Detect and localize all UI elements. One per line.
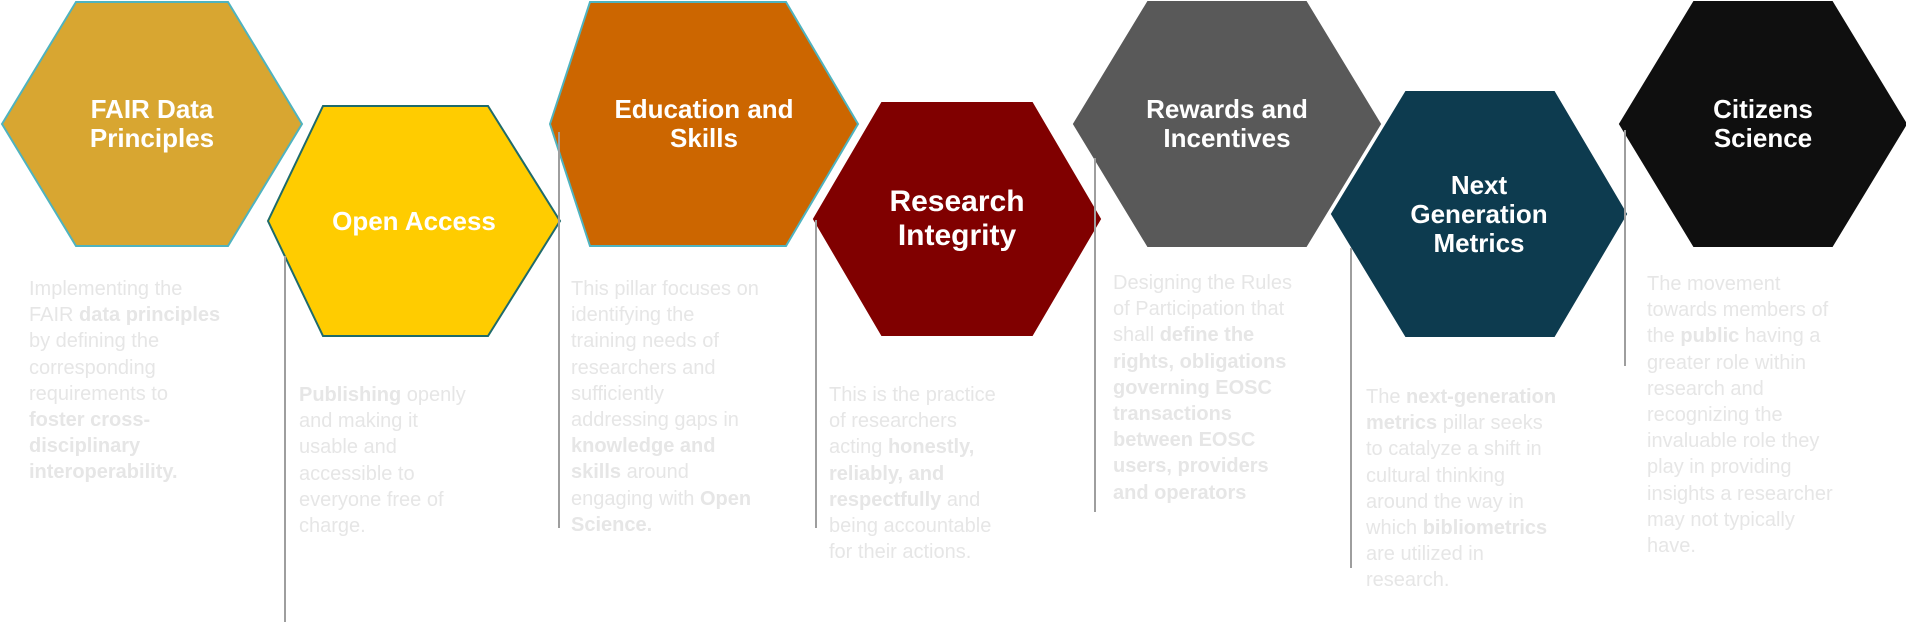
pillar-description-rewards: Designing the Rules of Participation tha…: [1113, 270, 1343, 506]
hexagon-fair-data-principles: FAIR Data Principles: [0, 1, 304, 247]
emphasis-text: foster cross- disciplinary interoperabil…: [29, 409, 178, 484]
hexagon-rewards-and-incentives: Rewards and Incentives: [1072, 1, 1382, 247]
connector-line-research-integrity: [815, 220, 817, 528]
connector-line-metrics: [1350, 248, 1352, 568]
emphasis-text: public: [1680, 325, 1740, 348]
description-text: The: [1366, 386, 1407, 408]
pillar-description-education: This pillar focuses on identifying the t…: [571, 276, 811, 538]
description-text: This pillar focuses on identifying the t…: [571, 278, 759, 432]
hexagon-shape: [1330, 91, 1628, 337]
hexagon-education-and-skills: Education and Skills: [548, 1, 860, 247]
hexagon-next-generation-metrics: Next Generation Metrics: [1330, 91, 1628, 337]
emphasis-text: honestly, reliably, and respectfully: [829, 436, 975, 511]
pillar-description-fair: Implementing the FAIR data principles by…: [29, 276, 259, 486]
hexagon-shape: [812, 102, 1102, 336]
pillar-description-open-access: Publishing openly and making it usable a…: [299, 382, 499, 539]
description-text: are utilized in research.: [1366, 543, 1484, 592]
connector-line-citizens: [1624, 130, 1626, 366]
pillar-description-citizens: The movement towards members of the publ…: [1647, 271, 1887, 559]
emphasis-text: bibliometrics: [1422, 517, 1548, 540]
hexagon-shape: [1618, 1, 1906, 247]
emphasis-text: define the rights, obligations governing…: [1113, 324, 1287, 504]
pillar-title: FAIR Data Principles: [89, 94, 215, 153]
pillar-description-research-integrity: This is the practice of researchers acti…: [829, 382, 1039, 565]
pillar-title: Open Access: [332, 205, 496, 236]
description-text: Implementing the FAIR: [29, 278, 183, 327]
description-text: This is the practice of researchers acti…: [829, 384, 996, 459]
emphasis-text: knowledge and skills: [571, 435, 716, 484]
pillar-title: Education and Skills: [614, 94, 794, 153]
description-text: around engaging with: [571, 461, 695, 510]
hexagon-shape: [548, 1, 860, 247]
description-text: The movement towards members of the: [1647, 273, 1829, 348]
description-text: by defining the corresponding requiremen…: [29, 330, 168, 405]
emphasis-text: Publishing: [299, 384, 402, 406]
pillar-title: Next Generation Metrics: [1410, 169, 1548, 258]
hexagon-open-access: Open Access: [266, 105, 562, 337]
pillar-title: Rewards and Incentives: [1146, 94, 1308, 153]
description-text: Designing the Rules of Participation tha…: [1113, 272, 1292, 347]
connector-line-rewards: [1094, 158, 1096, 512]
emphasis-text: Open Science.: [571, 487, 752, 536]
description-text: openly and making it usable and accessib…: [299, 384, 466, 538]
connector-line-education: [558, 132, 560, 528]
description-text: and being accountable for their actions.: [829, 488, 992, 564]
hexagon-citizens-science: Citizens Science: [1618, 1, 1906, 247]
hexagon-shape: [1072, 1, 1382, 247]
description-text: pillar seeks to catalyze a shift in cult…: [1366, 412, 1543, 540]
pillar-title: Citizens Science: [1713, 94, 1813, 153]
hexagon-shape: [266, 105, 562, 337]
hexagon-shape: [0, 1, 304, 247]
pillar-title: Research Integrity: [889, 185, 1025, 252]
hexagon-research-integrity: Research Integrity: [812, 102, 1102, 336]
connector-line-open-access: [284, 256, 286, 622]
emphasis-text: next-generation metrics: [1366, 386, 1557, 435]
pillar-description-metrics: The next-generation metrics pillar seeks…: [1366, 384, 1596, 594]
description-text: having a greater role within research an…: [1647, 325, 1833, 558]
emphasis-text: data principles: [79, 304, 221, 327]
